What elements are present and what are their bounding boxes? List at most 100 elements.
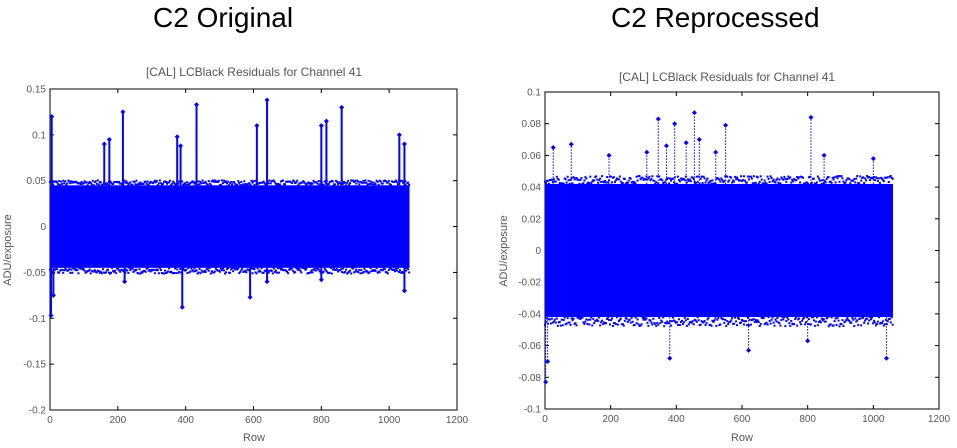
data-point [75,180,78,183]
data-point [884,318,887,321]
data-point [143,269,146,272]
data-point [194,270,197,273]
data-point [854,317,857,320]
data-point [564,178,567,181]
data-point [318,270,321,273]
data-point [692,178,695,181]
data-point [664,181,667,184]
data-point [704,324,707,327]
residual-band [545,183,894,318]
y-axis-label: ADU/exposure [2,214,14,286]
data-point [55,267,58,270]
data-point [76,269,79,272]
data-point [746,347,752,353]
data-point [296,267,299,270]
data-point [671,320,674,323]
data-point [834,317,837,320]
data-point [870,156,876,162]
data-point [731,181,734,184]
data-point [314,269,317,272]
data-point [149,180,152,183]
data-point [181,180,184,183]
data-point [821,319,824,322]
x-tick-label: 400 [668,414,685,425]
data-point [785,180,788,183]
data-point [864,177,867,180]
data-point [146,267,149,270]
data-point [93,269,96,272]
data-point [273,270,276,273]
data-point [636,179,639,182]
data-point [816,324,819,327]
data-point [191,269,194,272]
data-point [745,181,748,184]
data-point [635,322,638,325]
data-point [161,182,164,185]
data-point [645,175,648,178]
data-point [687,179,690,182]
data-point [863,182,866,185]
data-point [765,182,768,185]
data-point [246,268,249,271]
data-point [608,318,611,321]
data-point [832,324,835,327]
data-point [291,267,294,270]
data-point [676,175,679,178]
data-point [349,181,352,184]
data-point [351,266,354,269]
data-point [679,321,682,324]
data-point [332,267,335,270]
data-point [106,184,109,187]
data-point [164,180,167,183]
data-point [364,179,367,182]
data-point [264,269,267,272]
data-point [819,321,822,324]
data-point [100,272,103,275]
data-point [164,272,167,275]
data-point [103,271,106,274]
data-point [105,269,108,272]
data-point [747,178,750,181]
data-point [69,182,72,185]
data-point [746,316,749,319]
data-point [309,183,312,186]
data-point [374,183,377,186]
data-point [61,182,64,185]
data-point [110,271,113,274]
data-point [581,316,584,319]
data-point [802,317,805,320]
data-point [882,180,885,183]
data-point [832,178,835,181]
data-point [284,183,287,186]
data-point [379,180,382,183]
data-point [759,323,762,326]
data-point [635,175,638,178]
data-point [304,268,307,271]
data-point [224,272,227,275]
data-point [838,325,841,328]
data-point [589,318,592,321]
data-point [677,318,680,321]
data-point [338,182,341,185]
data-point [72,180,75,183]
data-point [733,322,736,325]
data-point [53,180,56,183]
data-point [407,268,410,271]
data-point [260,267,263,270]
data-point [714,317,717,320]
data-point [886,320,889,323]
data-point [560,318,563,321]
data-point [734,316,737,319]
data-point [603,181,606,184]
data-point [375,267,378,270]
data-point [760,178,763,181]
data-point [588,323,591,326]
data-point [860,324,863,327]
data-point [801,319,804,322]
data-point [199,180,202,183]
data-point [822,318,825,321]
data-point [812,319,815,322]
data-point [361,272,364,275]
data-point [841,319,844,322]
data-point [817,177,820,180]
